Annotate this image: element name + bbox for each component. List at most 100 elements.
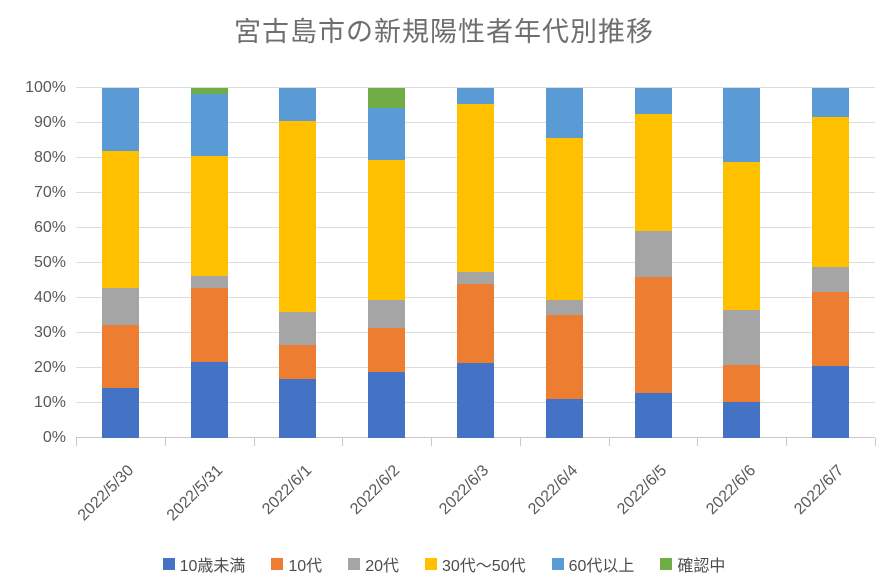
- legend-swatch-under-10: [162, 558, 175, 570]
- y-tick-label-50%: 50%: [33, 254, 66, 271]
- x-axis-tick: [431, 438, 433, 446]
- legend-item-unconfirmed: 確認中: [660, 552, 725, 576]
- bar-segment-10s: [279, 344, 317, 379]
- x-axis-tick: [875, 438, 876, 446]
- x-axis-tick: [786, 438, 788, 446]
- legend-swatch-30s-50s: [425, 558, 437, 570]
- bar-segment-under-10: [101, 387, 139, 438]
- bar-segment-60-plus: [545, 88, 583, 139]
- gridline-100%: [76, 87, 875, 88]
- x-axis-tick: [608, 438, 610, 446]
- bar-segment-10s: [456, 284, 494, 364]
- bar-segment-60-plus: [723, 88, 761, 162]
- bar-segment-30s-50s: [456, 104, 494, 272]
- y-tick-label-0%: 0%: [42, 429, 66, 446]
- bar-segment-30s-50s: [723, 161, 761, 310]
- x-axis-tick: [253, 438, 255, 446]
- x-tick-label-2022-6-6: 2022/6/6: [702, 462, 759, 519]
- bar-column-2022-5-31: [165, 88, 254, 438]
- bar-segment-60-plus: [812, 88, 850, 118]
- legend-label-10s: 10代: [288, 558, 323, 575]
- bar-segment-under-10: [812, 365, 850, 438]
- y-tick-label-90%: 90%: [33, 114, 66, 131]
- y-tick-label-70%: 70%: [33, 184, 66, 201]
- bar-segment-unconfirmed: [190, 88, 228, 95]
- y-tick-label-10%: 10%: [33, 394, 66, 411]
- x-tick-label-2022-6-3: 2022/6/3: [436, 462, 493, 519]
- bar-segment-under-10: [368, 371, 406, 438]
- x-tick-label-2022-5-31: 2022/5/31: [163, 462, 227, 525]
- x-axis-tick: [697, 438, 699, 446]
- legend-item-30s-50s: 30代～50代: [425, 552, 526, 576]
- bar-segment-under-10: [545, 399, 583, 438]
- bar-segment-under-10: [634, 392, 672, 438]
- bar-segment-unconfirmed: [368, 88, 406, 109]
- legend-swatch-10s: [271, 558, 284, 570]
- bar-segment-60-plus: [101, 88, 139, 151]
- x-axis-tick: [164, 438, 166, 446]
- legend: 10歳未満 10代 20代 30代～50代 60代以上 確認中: [0, 552, 888, 576]
- x-axis-tick: [519, 438, 521, 446]
- bar-segment-under-10: [279, 378, 317, 438]
- bar-segment-20s: [190, 275, 228, 289]
- bar-segment-30s-50s: [279, 120, 317, 313]
- bar-segment-20s: [545, 300, 583, 316]
- legend-item-10s: 10代: [271, 552, 322, 576]
- legend-item-under-10: 10歳未満: [162, 552, 246, 576]
- chart-title: 宮古島市の新規陽性者年代別推移: [234, 17, 654, 47]
- bar-segment-30s-50s: [634, 113, 672, 232]
- bar-column-2022-6-4: [520, 88, 609, 438]
- bar-segment-30s-50s: [101, 150, 139, 288]
- bar-segment-10s: [545, 315, 583, 400]
- bar-segment-under-10: [723, 401, 761, 438]
- bar-segment-10s: [723, 364, 761, 402]
- bar-segment-30s-50s: [190, 155, 228, 276]
- bar-segment-60-plus: [456, 88, 494, 105]
- plot-area: [76, 87, 875, 438]
- legend-swatch-60-plus: [551, 558, 564, 570]
- bar-column-2022-6-2: [342, 88, 431, 438]
- bar-segment-20s: [723, 309, 761, 365]
- bar-segment-20s: [101, 287, 139, 326]
- y-tick-label-80%: 80%: [33, 149, 66, 166]
- bar-segment-60-plus: [190, 94, 228, 156]
- y-tick-label-40%: 40%: [33, 289, 66, 306]
- bar-segment-30s-50s: [368, 159, 406, 300]
- x-axis-tick: [342, 438, 344, 446]
- bar-segment-under-10: [190, 361, 228, 438]
- bar-segment-under-10: [456, 363, 494, 438]
- bar-segment-10s: [368, 328, 406, 372]
- bar-column-2022-6-5: [609, 88, 698, 438]
- x-tick-label-2022-6-7: 2022/6/7: [791, 462, 848, 519]
- bar-column-2022-6-7: [786, 88, 875, 438]
- bar-segment-10s: [634, 277, 672, 393]
- x-tick-label-2022-6-5: 2022/6/5: [614, 462, 671, 519]
- legend-swatch-unconfirmed: [660, 558, 673, 570]
- bar-segment-10s: [101, 325, 139, 388]
- y-tick-label-20%: 20%: [33, 359, 66, 376]
- legend-label-unconfirmed: 確認中: [677, 558, 726, 575]
- bar-column-2022-5-30: [76, 88, 165, 438]
- bar-segment-60-plus: [279, 88, 317, 121]
- bar-segment-20s: [456, 271, 494, 284]
- bar-segment-20s: [634, 231, 672, 278]
- bar-column-2022-6-3: [431, 88, 520, 438]
- bar-column-2022-6-1: [254, 88, 343, 438]
- y-tick-label-30%: 30%: [33, 324, 66, 341]
- bar-segment-20s: [368, 299, 406, 329]
- bar-segment-60-plus: [368, 108, 406, 160]
- legend-label-60-plus: 60代以上: [568, 558, 635, 575]
- legend-swatch-20s: [348, 558, 361, 570]
- x-axis-tick: [76, 438, 77, 446]
- bar-segment-20s: [279, 312, 317, 345]
- x-tick-label-2022-6-2: 2022/6/2: [347, 462, 404, 519]
- bar-segment-10s: [812, 291, 850, 366]
- bar-segment-60-plus: [634, 88, 672, 114]
- y-tick-label-60%: 60%: [33, 219, 66, 236]
- y-tick-label-100%: 100%: [25, 79, 66, 96]
- legend-label-under-10: 10歳未満: [179, 558, 246, 575]
- x-tick-label-2022-5-30: 2022/5/30: [75, 462, 138, 525]
- bar-segment-30s-50s: [545, 138, 583, 301]
- x-tick-label-2022-6-4: 2022/6/4: [525, 462, 582, 519]
